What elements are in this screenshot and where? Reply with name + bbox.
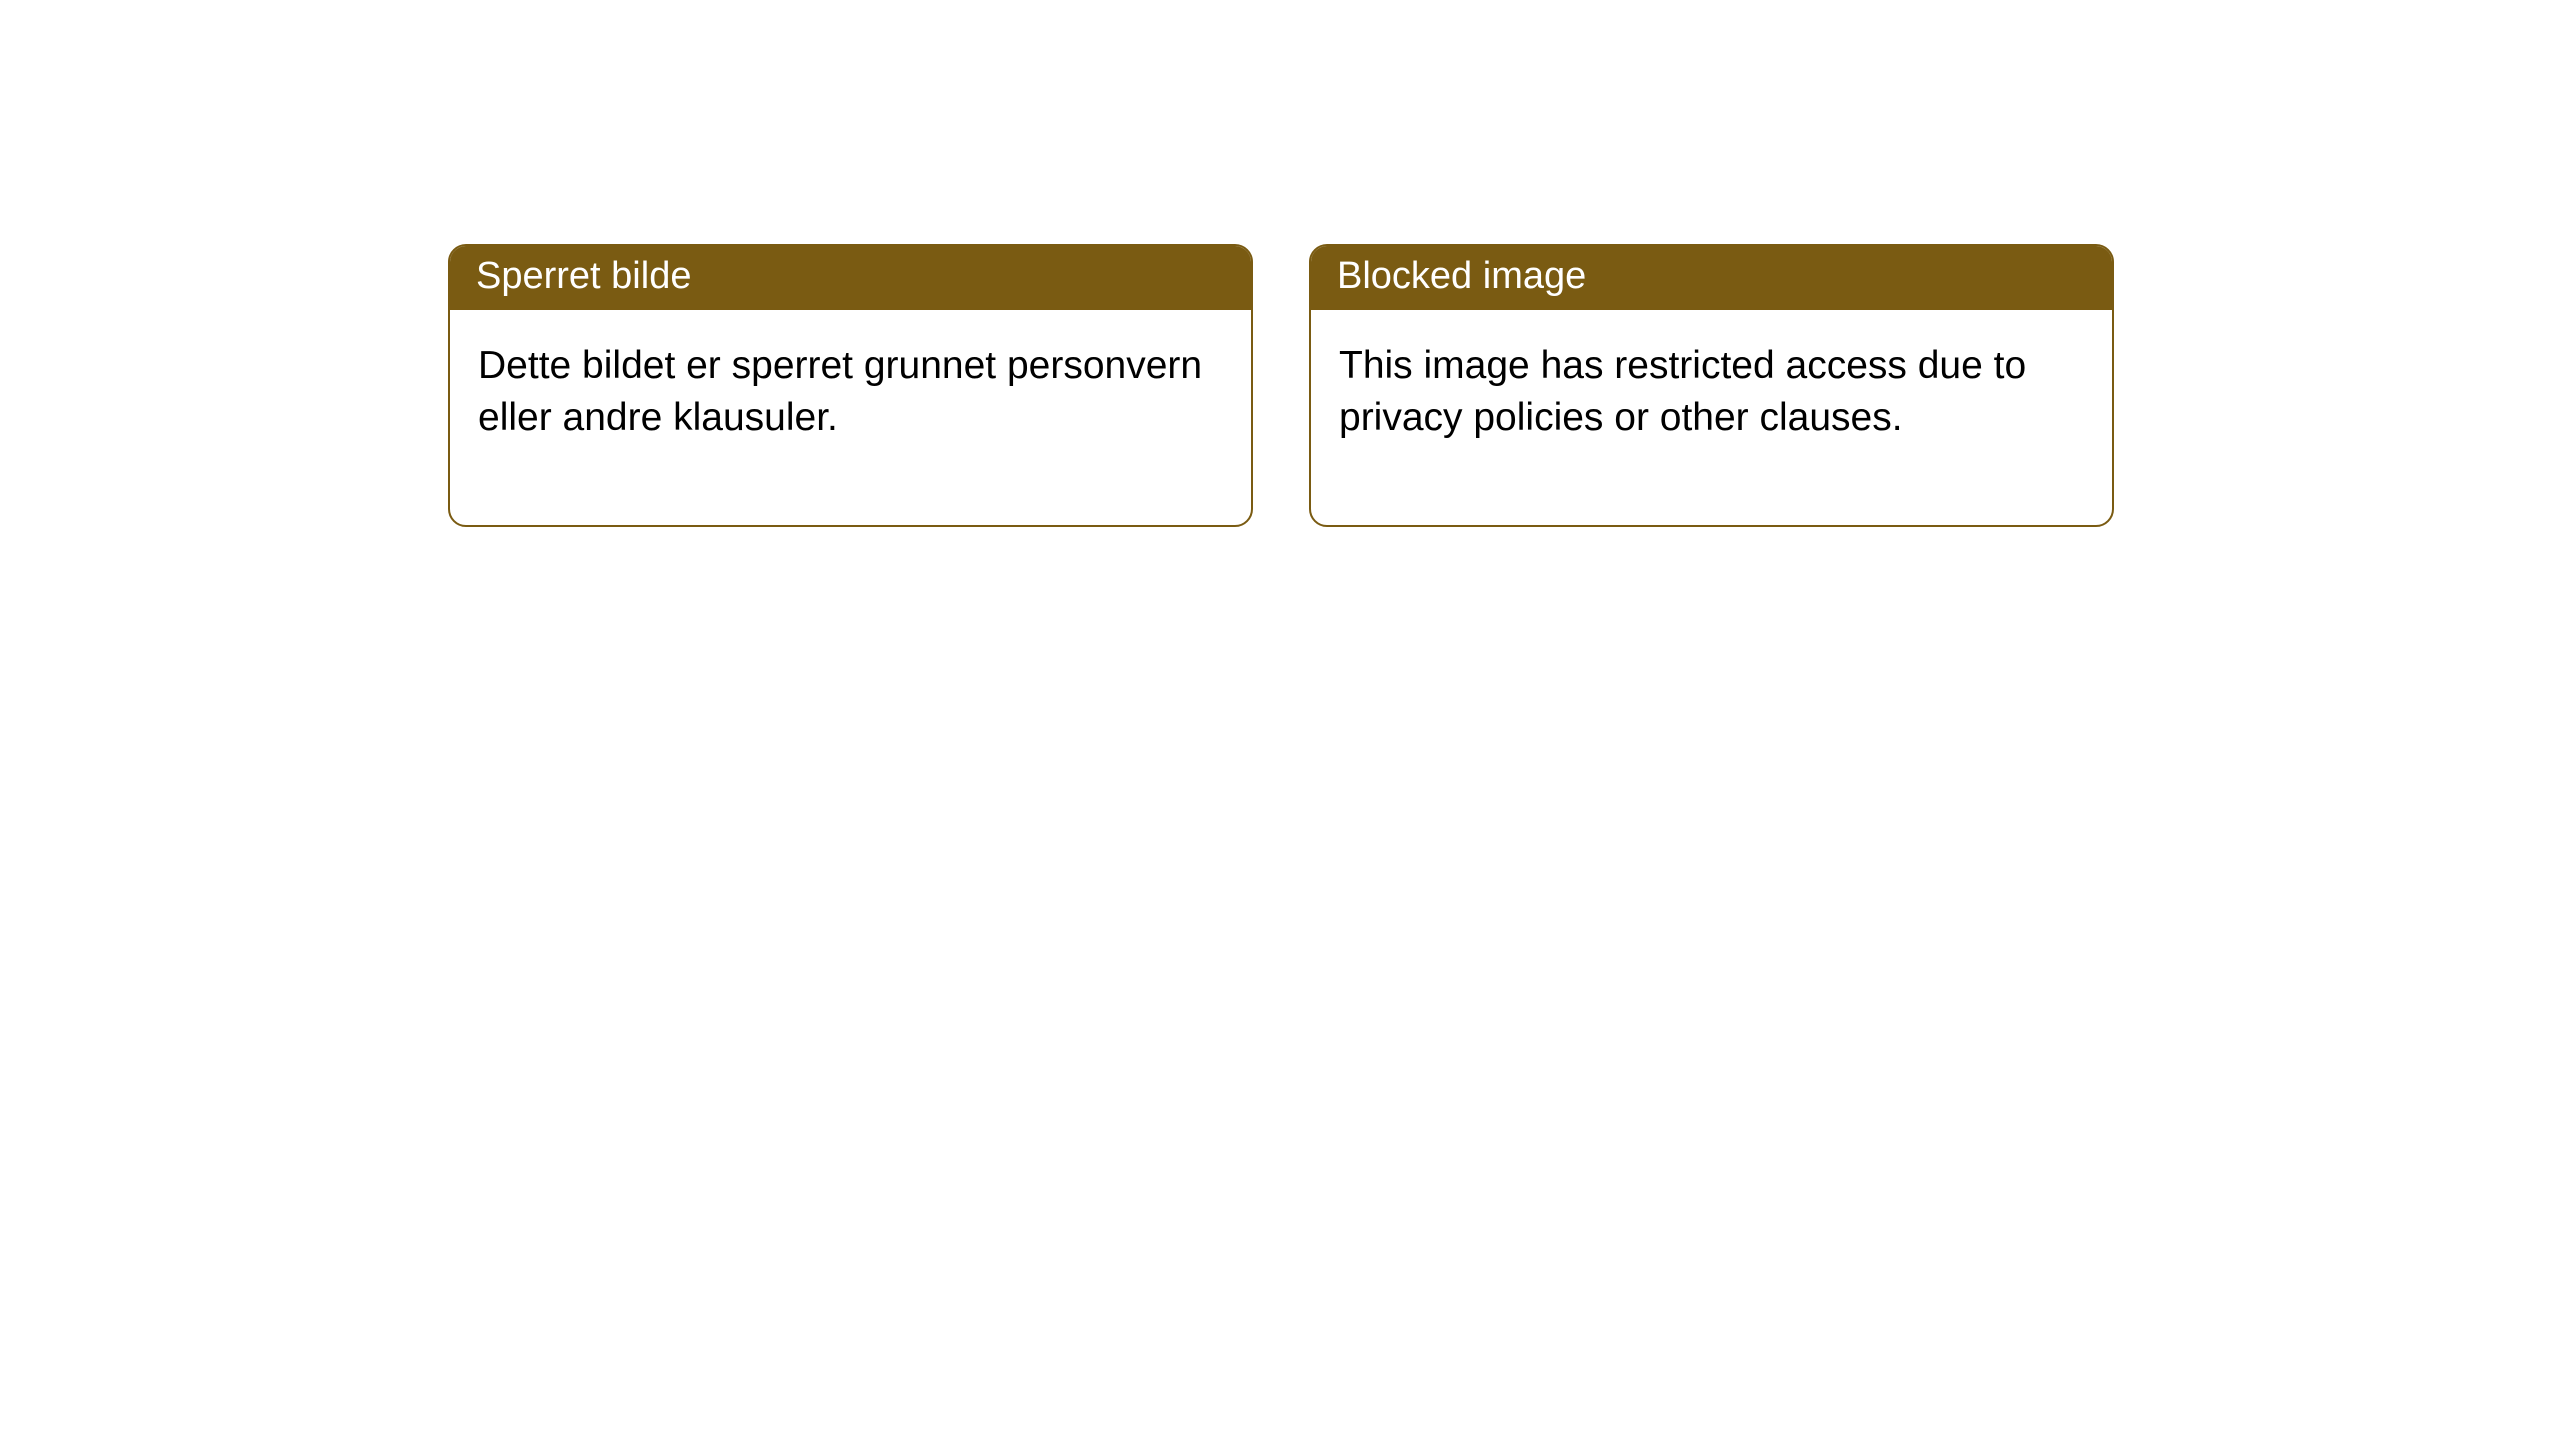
notice-title-norwegian: Sperret bilde bbox=[450, 246, 1251, 310]
notice-body-norwegian: Dette bildet er sperret grunnet personve… bbox=[450, 310, 1251, 525]
notice-body-english: This image has restricted access due to … bbox=[1311, 310, 2112, 525]
notice-container: Sperret bilde Dette bildet er sperret gr… bbox=[0, 0, 2560, 527]
notice-title-english: Blocked image bbox=[1311, 246, 2112, 310]
notice-card-norwegian: Sperret bilde Dette bildet er sperret gr… bbox=[448, 244, 1253, 527]
notice-card-english: Blocked image This image has restricted … bbox=[1309, 244, 2114, 527]
